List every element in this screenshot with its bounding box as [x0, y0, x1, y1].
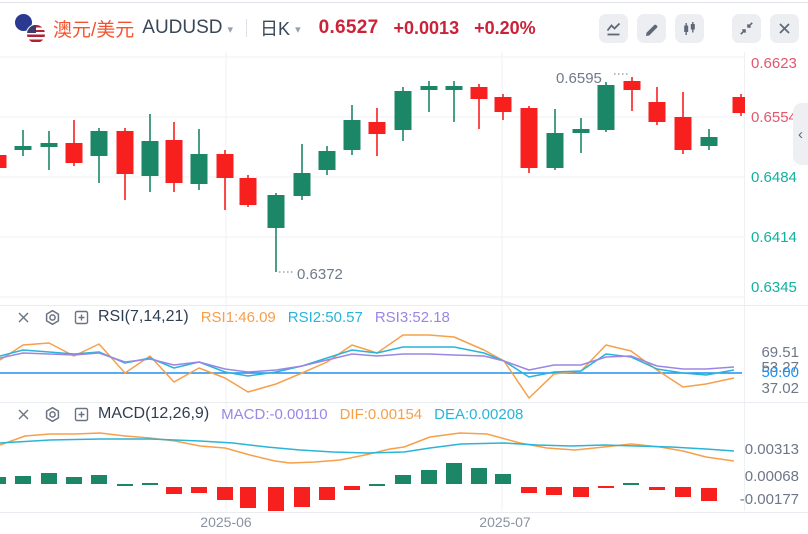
period-selector[interactable]: 日K [260, 19, 291, 39]
panel-collapse-handle[interactable]: ‹ [793, 103, 808, 165]
gear-icon [45, 309, 60, 325]
collapse-button[interactable] [732, 14, 761, 43]
gear-icon [45, 406, 60, 422]
instrument-name-cn: 澳元/美元 [53, 19, 135, 41]
rsi1-value: RSI1:46.09 [200, 308, 276, 326]
panel-separator [0, 402, 808, 403]
low-annotation: 0.6372 [297, 266, 343, 283]
chevron-left-icon: ‹ [798, 125, 803, 143]
price-axis-label: 0.6345 [751, 279, 797, 296]
close-icon [18, 312, 29, 322]
aud-usd-flag-icon [14, 12, 46, 44]
rsi2-value: RSI2:50.57 [287, 308, 363, 326]
macd-settings-button[interactable] [44, 406, 61, 423]
macd-title: MACD(12,26,9) [98, 405, 210, 422]
price-change: +0.0013 [393, 17, 460, 38]
candlestick-icon [684, 22, 695, 35]
macd-expand-button[interactable] [73, 406, 90, 423]
time-axis-separator [0, 512, 808, 513]
rsi-header: RSI(7,14,21) RSI1:46.09 RSI2:50.57 RSI3:… [15, 308, 450, 326]
rsi-title: RSI(7,14,21) [98, 308, 189, 325]
plus-square-icon [74, 407, 89, 421]
chevron-down-icon[interactable]: ▾ [295, 23, 301, 36]
dif-value: DIF:0.00154 [339, 405, 423, 423]
time-axis-label: 2025-06 [200, 514, 252, 530]
panel-separator [0, 305, 808, 306]
rsi-settings-button[interactable] [44, 309, 61, 326]
close-icon [18, 409, 29, 419]
price-change-pct: +0.20% [474, 17, 536, 38]
symbol-selector[interactable]: AUDUSD [142, 17, 223, 38]
macd-close-button[interactable] [15, 406, 32, 423]
collapse-icon [740, 22, 753, 35]
macd-header: MACD(12,26,9) MACD:-0.00110 DIF:0.00154 … [15, 405, 523, 423]
last-price: 0.6527 [318, 17, 379, 38]
macd-axis-label: 0.00068 [744, 468, 799, 485]
chevron-down-icon[interactable]: ▾ [227, 23, 234, 36]
rsi-axis-label: 37.02 [761, 380, 799, 397]
line-chart-icon [606, 22, 621, 36]
header-divider [246, 19, 248, 37]
rsi-axis-label-50: 50.00 [761, 364, 799, 381]
rsi-close-button[interactable] [15, 309, 32, 326]
top-border [0, 2, 808, 3]
plus-square-icon [74, 310, 89, 324]
rsi-axis-label: 53.27 [761, 359, 799, 376]
macd-value: MACD:-0.00110 [221, 405, 328, 423]
dea-value: DEA:0.00208 [434, 405, 524, 423]
pencil-icon [646, 24, 658, 36]
rsi3-value: RSI3:52.18 [374, 308, 450, 326]
price-axis-label: 0.6484 [751, 169, 797, 186]
high-annotation: 0.6595 [556, 70, 602, 87]
draw-button[interactable] [637, 14, 666, 43]
macd-axis-label: -0.00177 [739, 491, 799, 508]
price-axis-label: 0.6623 [751, 55, 797, 72]
candlestick-style-button[interactable] [675, 14, 704, 43]
close-button[interactable] [770, 14, 799, 43]
macd-axis-label: 0.00313 [744, 441, 799, 458]
rsi-expand-button[interactable] [73, 309, 90, 326]
price-axis-label: 0.6414 [751, 229, 797, 246]
price-axis-label: 0.6554 [751, 109, 797, 126]
close-icon [779, 23, 790, 34]
rsi-axis-label: 69.51 [761, 344, 799, 361]
header-buttons [599, 14, 799, 43]
chart-header: 澳元/美元 AUDUSD ▾ 日K ▾ 0.6527 +0.0013 +0.20… [14, 12, 536, 44]
time-axis-label: 2025-07 [479, 514, 531, 530]
line-chart-button[interactable] [599, 14, 628, 43]
